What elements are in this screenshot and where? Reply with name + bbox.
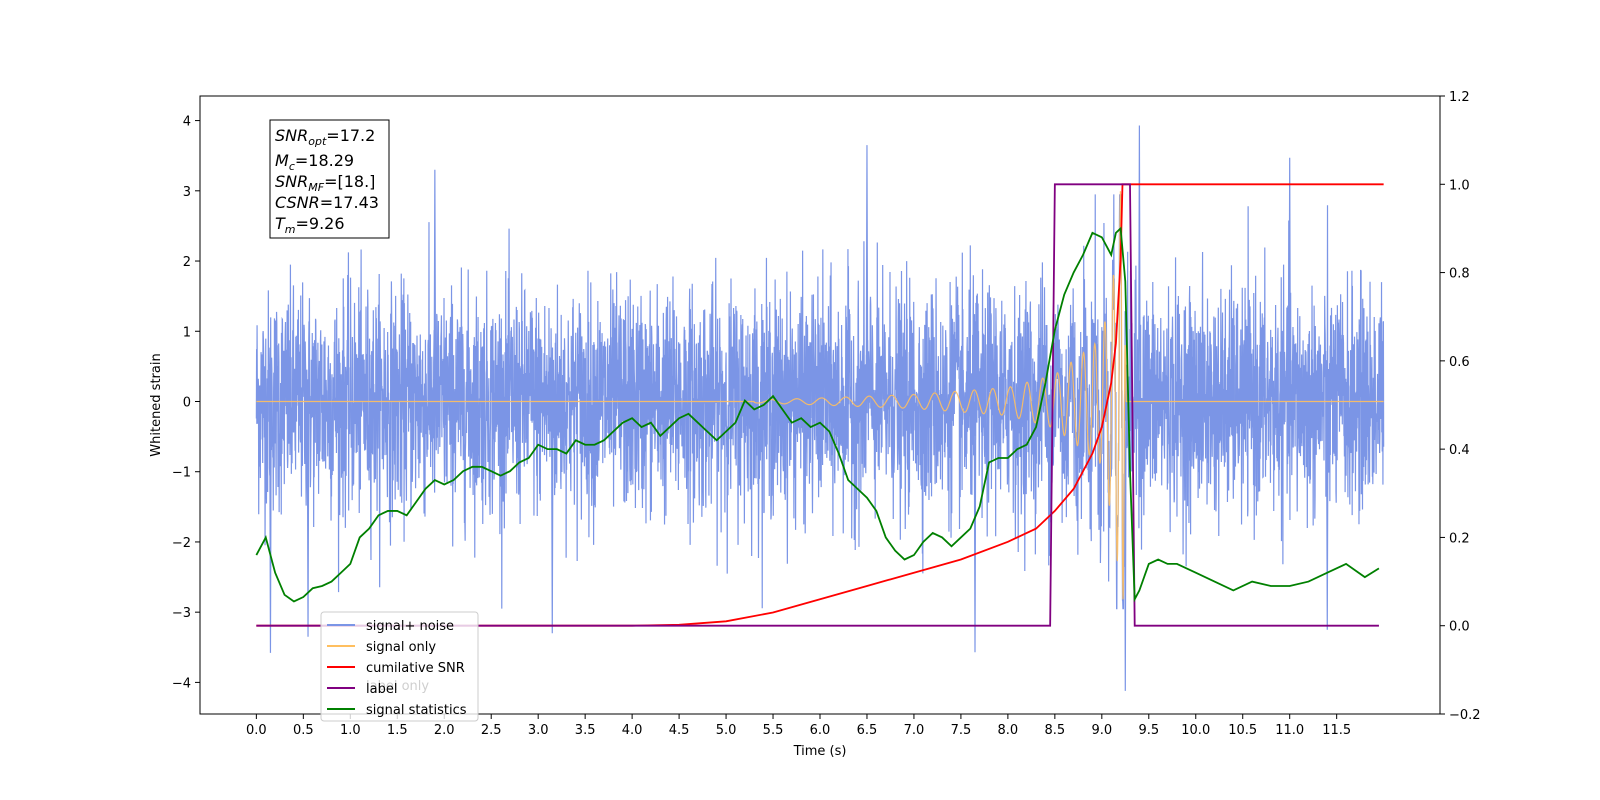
x-tick-label: 0.5 (293, 723, 314, 738)
x-tick-label: 0.0 (246, 723, 267, 738)
x-tick-label: 10.5 (1228, 723, 1257, 738)
y-tick-label: 0 (183, 395, 191, 410)
x-tick-label: 4.5 (669, 723, 690, 738)
y2-tick-label: 1.0 (1449, 178, 1470, 193)
legend-label: cumilative SNR (366, 661, 465, 676)
x-tick-label: 11.5 (1322, 723, 1351, 738)
x-tick-label: 9.0 (1091, 723, 1112, 738)
x-tick-label: 9.5 (1138, 723, 1159, 738)
x-tick-label: 11.0 (1275, 723, 1304, 738)
legend-label: signal+ noise (366, 619, 454, 634)
series-signal-plus-noise (255, 125, 1385, 691)
x-tick-label: 5.0 (716, 723, 737, 738)
stats-line-snr-mf: SNRMF=[18.] (275, 172, 375, 194)
y-axis-left: −4 −3 −2 −1 0 1 2 3 4 (172, 115, 200, 691)
y-tick-label: −1 (172, 466, 191, 481)
legend-ghost-text: label only (366, 679, 429, 694)
x-axis: 0.0 0.5 1.0 1.5 2.0 2.5 3.0 3.5 4.0 4.5 5.0 5.5 6.0 6… (246, 714, 1351, 738)
legend-label: signal only (366, 640, 436, 655)
x-tick-label: 8.5 (1045, 723, 1066, 738)
x-tick-label: 3.0 (528, 723, 549, 738)
legend-box (320, 611, 479, 722)
y2-tick-label: −0.2 (1449, 708, 1481, 723)
legend-items: signal+ noise signal only cumilative SNR la… (327, 619, 467, 718)
y-axis-right: −0.2 0.0 0.2 0.4 0.6 0.8 1.0 1.2 (1440, 90, 1481, 723)
x-tick-label: 5.5 (763, 723, 784, 738)
y-tick-label: −3 (172, 606, 191, 621)
stats-annotation-box: SNRopt=17.2 Mc=18.29 SNRMF=[18.] CSNR=17… (269, 119, 390, 239)
y-tick-label: −4 (172, 676, 191, 691)
x-tick-label: 1.0 (340, 723, 361, 738)
stats-line-mc: Mc=18.29 (275, 151, 354, 173)
y2-tick-label: 0.6 (1449, 355, 1470, 370)
y-tick-label: 2 (183, 255, 191, 270)
x-tick-label: 10.0 (1181, 723, 1210, 738)
x-tick-label: 2.5 (481, 723, 502, 738)
series-cumilative-snr (256, 183, 1384, 627)
x-tick-label: 7.0 (904, 723, 925, 738)
stats-annotation-frame (269, 119, 390, 239)
series-label (256, 183, 1379, 627)
y2-tick-label: 0.4 (1449, 443, 1470, 458)
x-tick-label: 6.5 (857, 723, 878, 738)
x-axis-label: Time (s) (793, 744, 847, 759)
x-tick-label: 7.5 (951, 723, 972, 738)
x-tick-label: 3.5 (575, 723, 596, 738)
legend: label only signal+ noise signal only cumil… (320, 611, 479, 722)
series-signal-statistics (255, 226, 1380, 603)
y-axis-label: Whitened strain (149, 353, 164, 456)
y2-tick-label: 0.8 (1449, 267, 1470, 282)
y-tick-label: 3 (183, 185, 191, 200)
x-tick-label: 6.0 (810, 723, 831, 738)
y-tick-label: 4 (183, 115, 191, 130)
stats-line-tm: Tm=9.26 (275, 214, 345, 236)
x-tick-label: 8.0 (998, 723, 1019, 738)
legend-label: label (366, 682, 397, 697)
legend-label: signal statistics (366, 703, 467, 718)
y2-tick-label: 0.2 (1449, 531, 1470, 546)
y-tick-label: 1 (183, 325, 191, 340)
y2-tick-label: 0.0 (1449, 620, 1470, 635)
plot-area (255, 125, 1385, 691)
stats-line-snr-opt: SNRopt=17.2 (275, 126, 375, 148)
y2-tick-label: 1.2 (1449, 90, 1470, 105)
x-tick-label: 1.5 (387, 723, 408, 738)
x-tick-label: 4.0 (622, 723, 643, 738)
stats-line-csnr: CSNR=17.43 (275, 193, 379, 212)
series-signal-only (256, 191, 1384, 600)
x-tick-label: 2.0 (434, 723, 455, 738)
y-tick-label: −2 (172, 536, 191, 551)
